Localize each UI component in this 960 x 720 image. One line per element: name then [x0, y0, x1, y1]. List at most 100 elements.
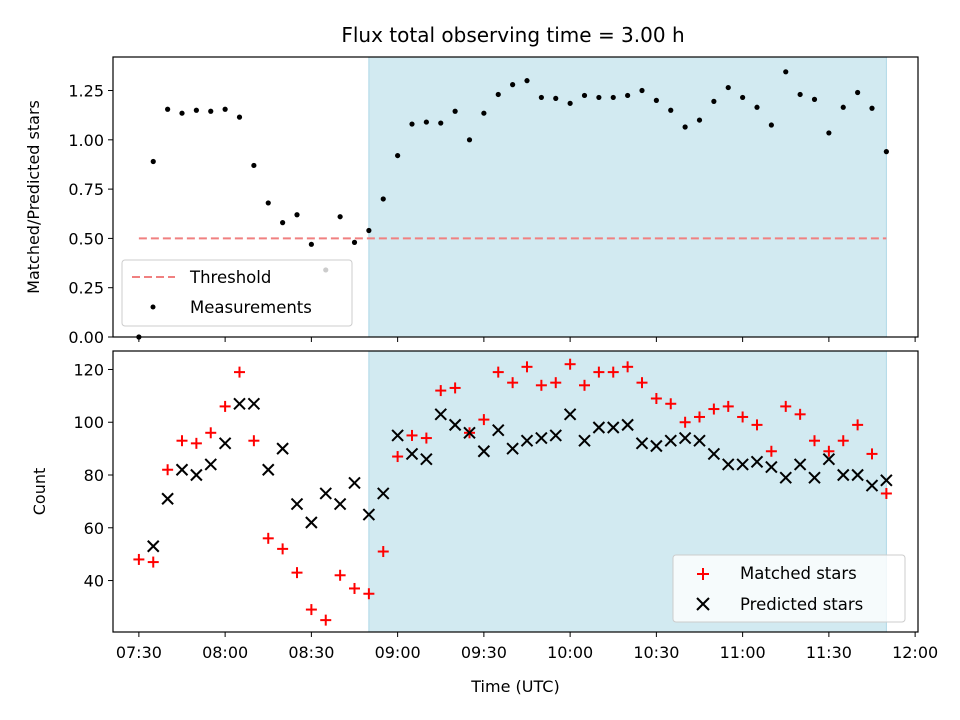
- predicted-point-b: [592, 421, 606, 434]
- legend-x-b: [696, 597, 710, 611]
- predicted-point: [190, 468, 203, 482]
- predicted-point-b: [635, 437, 649, 450]
- predicted-point: [650, 439, 663, 453]
- measurement-point: [165, 106, 171, 112]
- measurement-point: [251, 162, 257, 169]
- predicted-point: [161, 492, 174, 505]
- predicted-point-b: [262, 463, 275, 476]
- matched-point: [535, 379, 547, 391]
- matched-point: [780, 400, 792, 412]
- matched-point: [449, 382, 461, 394]
- measurement-point: [495, 91, 501, 98]
- predicted-point-b: [290, 497, 304, 511]
- predicted-point-b: [448, 418, 462, 432]
- matched-point: [234, 366, 245, 378]
- measurement-point: [179, 110, 185, 116]
- predicted-point: [420, 452, 433, 466]
- bottom-x-ticks: 07:30 08:00 08:30 09:00 09:30 10:00 10:30 11:00…: [116, 632, 938, 662]
- predicted-point-b: [822, 452, 836, 466]
- matched-point: [852, 419, 864, 431]
- predicted-point: [276, 442, 289, 455]
- bottom-y-tick-label: 60: [84, 519, 104, 538]
- measurement-point: [610, 94, 616, 101]
- predicted-point-b: [204, 458, 217, 471]
- top-y-axis-label: Matched/Predicted stars: [24, 100, 43, 294]
- chart-title: Flux total observing time = 3.00 h: [341, 23, 684, 47]
- matched-point: [765, 445, 777, 457]
- predicted-point: [218, 437, 232, 450]
- matched-point: [579, 379, 590, 391]
- measurement-point: [553, 95, 559, 102]
- predicted-point: [362, 508, 376, 521]
- measurement-point: [740, 94, 746, 101]
- predicted-point-b: [621, 418, 634, 432]
- x-tick-label: 09:00: [375, 643, 421, 662]
- matched-point: [248, 435, 260, 447]
- measurement-point: [466, 137, 473, 143]
- matched-point: [650, 392, 662, 404]
- bottom-y-axis-label: Count: [30, 468, 49, 516]
- top-observing-span: [368, 56, 887, 338]
- predicted-point-b: [305, 516, 318, 529]
- predicted-point: [750, 455, 764, 469]
- matched-point: [305, 604, 317, 616]
- measurement-point: [783, 69, 789, 75]
- predicted-point-b: [147, 540, 160, 553]
- bottom-panel: 40 60 80 100 120 07:30 08:00 08:30 09:00 09:30 10…: [30, 350, 938, 696]
- predicted-point: [549, 429, 562, 442]
- top-legend: Threshold Measurements: [121, 259, 353, 327]
- x-tick-label: 09:30: [461, 643, 507, 662]
- measurement-point: [337, 214, 343, 220]
- matched-point: [880, 487, 892, 499]
- matched-point: [262, 532, 274, 544]
- measurement-point: [438, 120, 444, 126]
- x-tick-label: 12:00: [892, 643, 938, 662]
- predicted-point: [319, 487, 332, 500]
- predicted-point-b: [520, 434, 534, 447]
- predicted-point: [664, 434, 677, 447]
- predicted-point: [607, 421, 620, 434]
- measurement-point: [596, 94, 602, 101]
- predicted-legend-label: Predicted stars: [740, 595, 863, 614]
- predicted-point: [822, 452, 836, 466]
- predicted-point: [678, 431, 692, 445]
- predicted-point-b: [391, 429, 404, 442]
- measurement-point: [625, 92, 631, 99]
- matched-point: [837, 435, 849, 447]
- measurement-point: [725, 84, 731, 91]
- matched-point: [147, 556, 159, 568]
- measurement-point: [351, 239, 358, 245]
- measurement-point: [840, 104, 846, 110]
- predicted-point-b: [506, 442, 519, 455]
- matched-point: [507, 377, 519, 389]
- predicted-point-b: [233, 397, 246, 410]
- predicted-point: [333, 497, 347, 511]
- bottom-y-ticks: 40 60 80 100 120: [73, 360, 113, 591]
- predicted-point: [434, 408, 447, 421]
- matched-point: [320, 614, 332, 626]
- measurement-point: [797, 91, 803, 98]
- predicted-point: [808, 471, 821, 484]
- matched-point: [866, 448, 878, 460]
- top-y-tick-label: 0.25: [68, 279, 104, 298]
- matched-point: [363, 588, 375, 600]
- predicted-point-b: [492, 423, 505, 437]
- measurement-point: [711, 98, 717, 104]
- measurement-point: [538, 94, 544, 101]
- predicted-point-b: [722, 458, 735, 471]
- predicted-point-b: [319, 487, 332, 500]
- predicted-point-b: [218, 437, 232, 450]
- top-y-tick-label: 0.75: [68, 180, 104, 199]
- predicted-point-b: [175, 463, 189, 476]
- predicted-point-b: [563, 408, 577, 421]
- measurement-point: [653, 97, 659, 103]
- measurements-legend-label: Measurements: [190, 298, 312, 317]
- predicted-point-b: [405, 447, 419, 461]
- predicted-point: [262, 463, 275, 476]
- predicted-point-b: [333, 497, 347, 511]
- top-axes-frame: [112, 56, 919, 338]
- top-y-tick-label: 0.00: [68, 328, 104, 347]
- matched-point: [133, 553, 145, 565]
- predicted-point-b: [678, 431, 692, 445]
- measurement-point: [510, 82, 516, 88]
